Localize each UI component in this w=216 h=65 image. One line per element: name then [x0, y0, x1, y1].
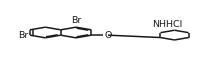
Text: Br: Br — [71, 16, 81, 25]
Text: O: O — [104, 31, 112, 40]
Text: Br: Br — [18, 31, 28, 40]
Text: NHHCl: NHHCl — [152, 20, 183, 29]
